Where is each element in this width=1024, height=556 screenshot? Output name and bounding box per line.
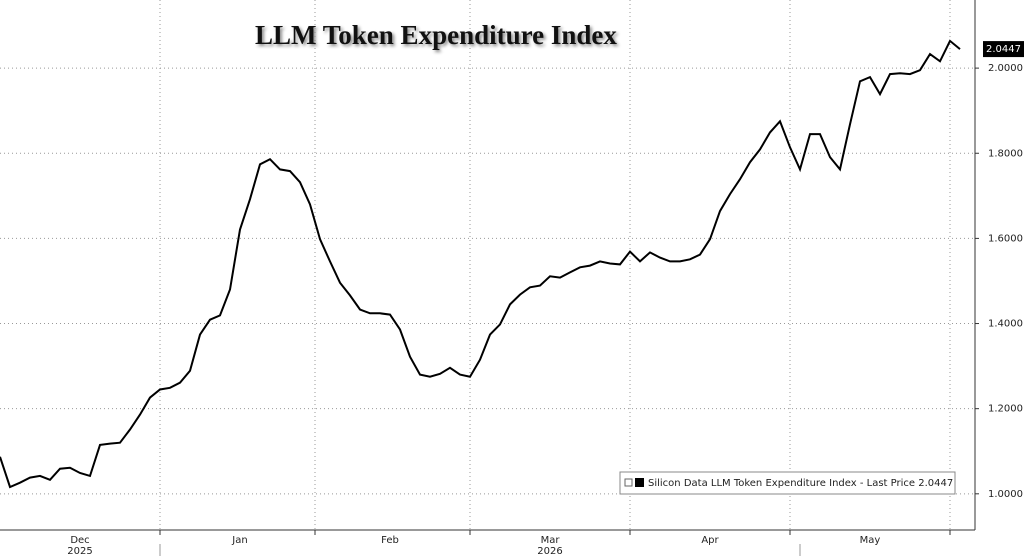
last-price-label: 2.0447: [986, 44, 1021, 55]
legend-box: [619, 471, 956, 495]
year-label: 2025: [67, 546, 92, 556]
series-line: [0, 39, 961, 489]
x-tick-label: Feb: [381, 535, 399, 546]
legend-label: Silicon Data LLM Token Expenditure Index…: [648, 478, 953, 489]
y-tick-label: 1.6000: [988, 233, 1023, 244]
x-tick-label: Mar: [541, 535, 561, 546]
y-tick-label: 1.4000: [988, 319, 1023, 330]
year-label: 2026: [537, 546, 562, 556]
x-tick-label: Jan: [231, 535, 247, 546]
x-tick-label: May: [860, 535, 881, 546]
legend-icon: [624, 478, 633, 487]
last-price-box: [983, 41, 1024, 58]
chart-title: LLM Token Expenditure Index: [255, 20, 617, 50]
y-tick-label: 1.8000: [988, 148, 1023, 159]
y-tick-label: 1.2000: [988, 404, 1023, 415]
y-tick-label: 1.0000: [988, 489, 1023, 500]
x-tick-label: Apr: [701, 535, 719, 546]
legend-swatch: [635, 478, 644, 487]
x-tick-label: Dec: [70, 535, 89, 546]
y-tick-label: 2.0000: [988, 63, 1023, 74]
